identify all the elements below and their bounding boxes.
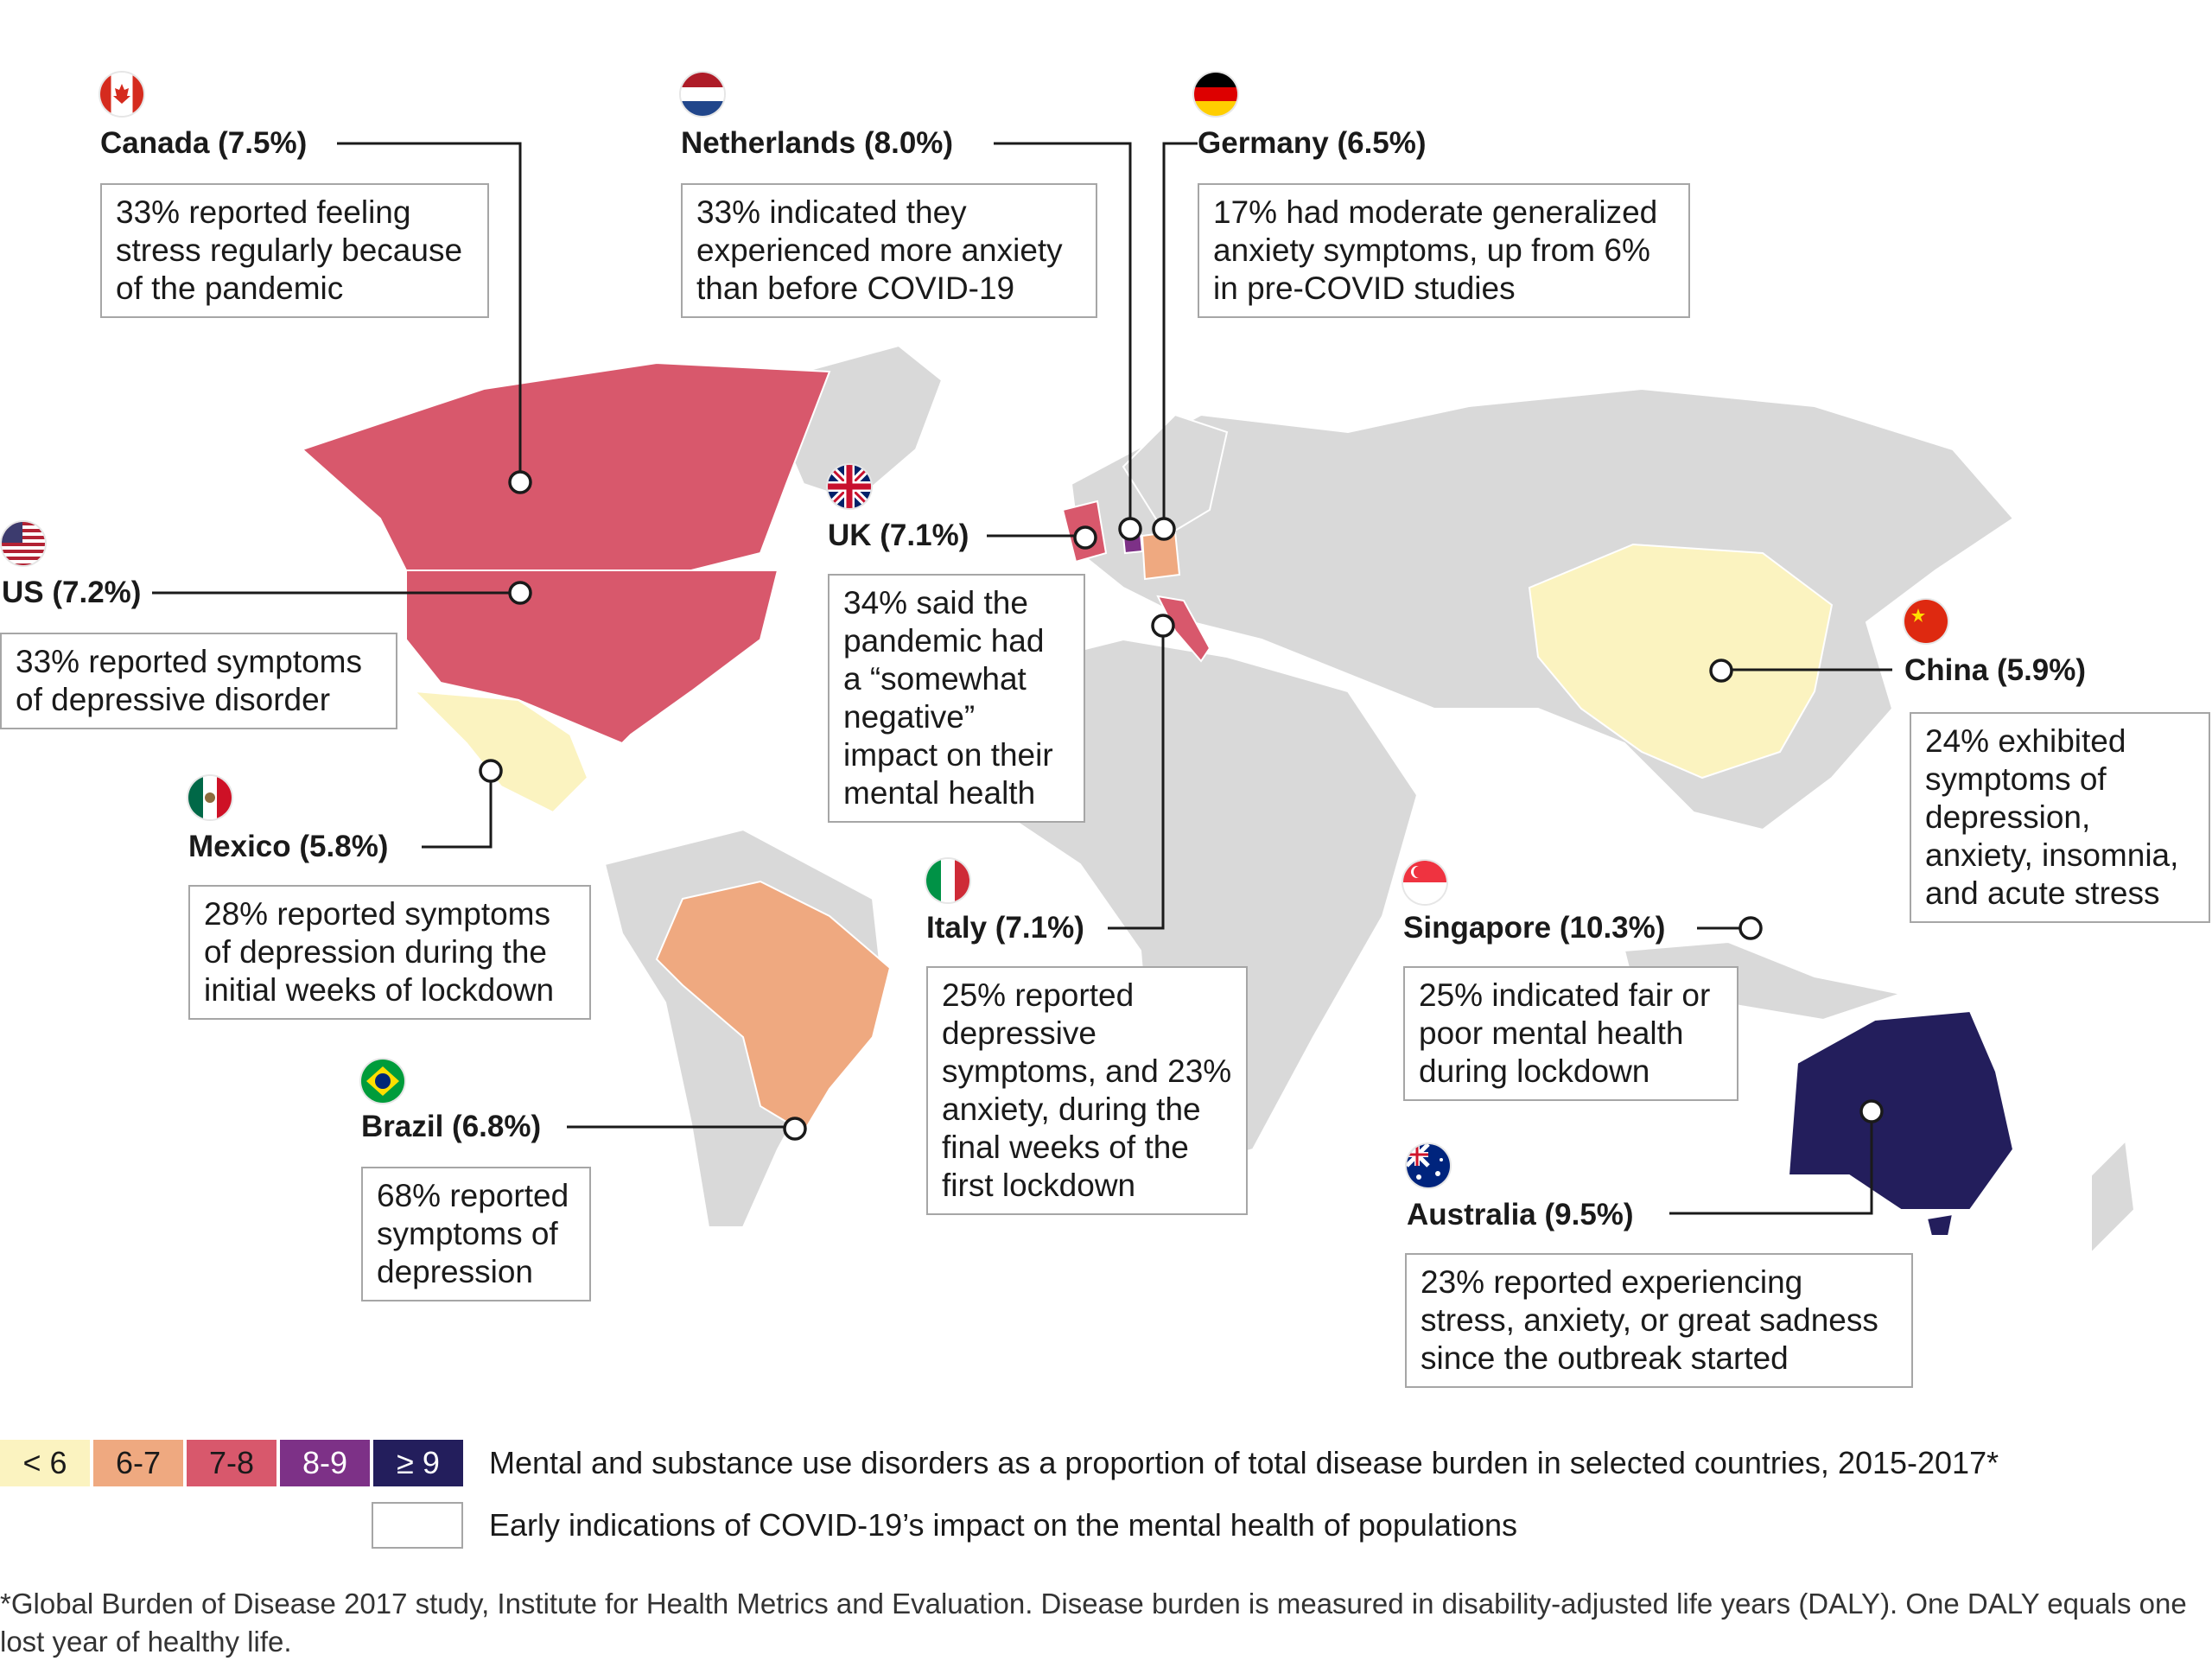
germany-label: Germany (6.5%) [1198,126,1427,161]
legend-bin-6-7: 6-7 [93,1440,183,1486]
canada-note: 33% reported feeling stress regularly be… [100,183,489,318]
australia-label: Australia (9.5%) [1407,1198,1634,1232]
legend-bin-8-9: 8-9 [280,1440,370,1486]
us-note: 33% reported symptoms of depressive diso… [0,633,397,729]
germany-flag-icon [1194,73,1237,116]
germany-marker [1152,517,1176,541]
canada-leader [337,142,522,480]
mexico-note: 28% reported symptoms of depression duri… [188,885,591,1020]
brazil-label: Brazil (6.8%) [361,1110,542,1144]
legend-scale-caption: Mental and substance use disorders as a … [489,1445,1999,1480]
singapore-label: Singapore (10.3%) [1403,911,1666,945]
legend-bin-ge9: ≥ 9 [373,1440,463,1486]
mexico-leader [422,767,493,849]
canada-label: Canada (7.5%) [100,126,308,161]
singapore-flag-icon [1403,861,1446,904]
china-shape [1528,543,1834,780]
china-label: China (5.9%) [1904,653,2087,688]
legend-bin-7-8: 7-8 [187,1440,276,1486]
netherlands-marker [1118,517,1142,541]
netherlands-label: Netherlands (8.0%) [681,126,954,161]
uk-flag-icon [828,465,871,508]
mexico-marker [479,759,503,783]
us-flag-icon [2,522,45,565]
tasmania-shape [1925,1212,1955,1237]
italy-marker [1151,614,1175,638]
netherlands-flag-icon [681,73,724,116]
choropleth-countries [301,361,2015,1237]
australia-leader [1669,1111,1873,1215]
canada-marker [508,470,532,494]
canada-shape [301,361,831,571]
germany-note: 17% had moderate generalized anxiety sym… [1198,183,1690,318]
canada-flag-icon [100,73,143,116]
australia-flag-icon [1407,1144,1450,1187]
germany-leader [1162,142,1198,529]
leader-lines [152,142,1892,1215]
netherlands-note: 33% indicated they experienced more anxi… [681,183,1097,318]
footnote: *Global Burden of Disease 2017 study, In… [0,1588,2187,1658]
italy-flag-icon [926,859,969,902]
us-label: US (7.2%) [2,576,142,610]
uk-marker [1073,525,1097,550]
italy-label: Italy (7.1%) [926,911,1084,945]
us-marker [508,581,532,605]
us-shape [405,570,779,745]
australia-shape [1787,1009,2015,1211]
china-note: 24% exhibited symptoms of depression, an… [1910,712,2210,923]
africa [992,638,1419,1168]
mexico-flag-icon [188,776,232,819]
legend-box-caption: Early indications of COVID-19’s impact o… [489,1507,1517,1543]
uk-label: UK (7.1%) [828,519,969,553]
china-marker [1709,659,1733,683]
italy-note: 25% reported depressive symptoms, and 23… [926,966,1248,1215]
italy-leader [1108,622,1165,930]
brazil-shape [655,880,892,1134]
australia-note: 23% reported experiencing stress, anxiet… [1405,1253,1913,1388]
legend-box-swatch [372,1502,463,1549]
australia-marker [1859,1099,1884,1123]
brazil-note: 68% reported symptoms of depression [361,1167,591,1301]
brazil-marker [783,1117,807,1141]
uk-note: 34% said the pandemic had a “somewhat ne… [828,574,1085,823]
singapore-note: 25% indicated fair or poor mental health… [1403,966,1738,1101]
netherlands-leader [994,142,1132,529]
legend-bin-lt6: < 6 [0,1440,90,1486]
new-zealand [2090,1138,2136,1256]
china-flag-icon [1904,600,1948,643]
brazil-flag-icon [361,1060,404,1103]
singapore-marker [1738,916,1763,940]
location-markers [479,470,1884,1141]
mexico-label: Mexico (5.8%) [188,830,389,864]
mexico-shape [412,690,589,814]
